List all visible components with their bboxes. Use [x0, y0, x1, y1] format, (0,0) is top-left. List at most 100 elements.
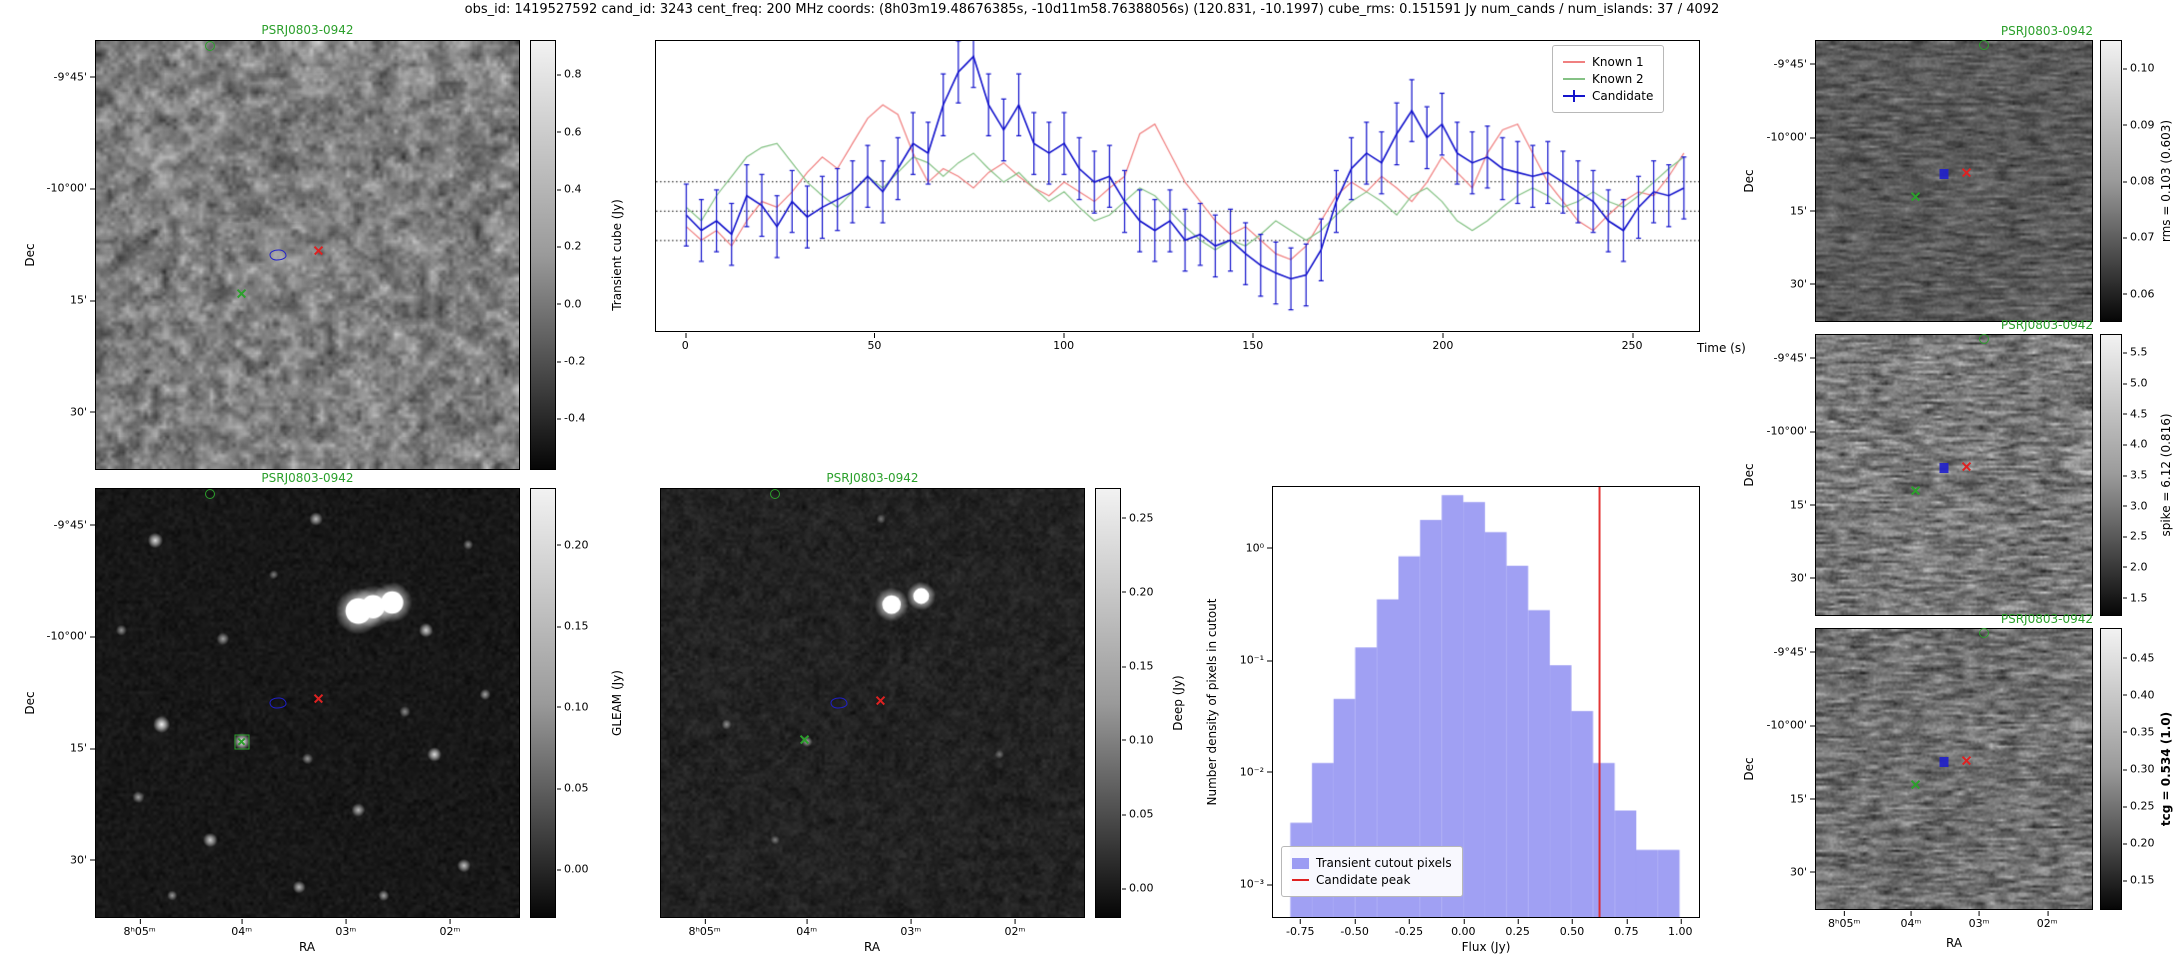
tick-label: 30'	[1789, 865, 1816, 879]
tcg-colorbar	[2100, 628, 2122, 910]
tick-label: 15'	[1789, 204, 1816, 218]
deep-colorbar-label: Deep (Jy)	[1171, 675, 1185, 731]
tick-label: 0.00	[1122, 881, 1154, 895]
transient-cube-image	[95, 40, 520, 470]
tick-label: 03ᵐ	[900, 919, 922, 938]
candidate-peak-swatch	[1292, 879, 1309, 881]
known2-line-swatch	[1563, 78, 1585, 80]
tick-label: -9°45'	[53, 518, 95, 532]
spike-panel-title: PSRJ0803-0942	[2000, 318, 2093, 332]
tick-label: -10°00'	[1766, 130, 1815, 144]
tick-label: 03ᵐ	[335, 919, 357, 938]
ra-axis-label: RA	[298, 940, 316, 954]
tick-label: -0.75	[1286, 919, 1315, 938]
candidate-contour-marker	[269, 697, 287, 709]
legend-label: Transient cutout pixels	[1316, 856, 1452, 870]
known-source-cross-marker	[799, 734, 810, 745]
tick-label: 30'	[69, 405, 96, 419]
tick-label: 30'	[69, 853, 96, 867]
tick-label: 0.35	[2123, 725, 2155, 739]
ra-axis-label: RA	[1945, 936, 1963, 950]
candidate-cross-marker	[313, 693, 324, 704]
tick-label: 0.75	[1614, 919, 1639, 938]
tick-label: 30'	[1789, 571, 1816, 585]
figure-title: obs_id: 1419527592 cand_id: 3243 cent_fr…	[464, 2, 1720, 17]
tick-label: -10°00'	[1766, 718, 1815, 732]
tick-label: 0.10	[2123, 61, 2155, 75]
tick-label: -9°45'	[1773, 57, 1815, 71]
candidate-cross-marker	[313, 245, 324, 256]
tick-label: 0.10	[557, 700, 589, 714]
transient-colorbar-label: Transient cube (Jy)	[610, 199, 624, 311]
rms-colorbar-ticks: 0.10 0.09 0.08 0.07 0.06	[2122, 40, 2170, 322]
candidate-arrow-marker	[1939, 757, 1949, 767]
tick-label: 0.25	[1122, 511, 1154, 525]
known-source-circle-marker	[205, 41, 216, 52]
time-axis-label: Time (s)	[1697, 341, 1746, 355]
tick-label: 8ʰ05ᵐ	[688, 919, 721, 938]
tick-label: 10⁻³	[1239, 877, 1273, 891]
rms-colorbar	[2100, 40, 2122, 322]
tick-label: 0.20	[1122, 585, 1154, 599]
tick-label: -0.4	[556, 411, 586, 425]
tick-label: 03ᵐ	[1968, 911, 1990, 930]
legend-entry-cutout-pixels: Transient cutout pixels	[1292, 856, 1452, 870]
gleam-dec-ticks: -9°45' -10°00' 15' 30'	[15, 488, 96, 918]
flux-axis-label: Flux (Jy)	[1461, 940, 1511, 954]
tcg-image	[1815, 628, 2093, 910]
tick-label: -10°00'	[46, 629, 95, 643]
tick-label: 3.0	[2123, 499, 2148, 513]
cutout-pixels-swatch	[1292, 857, 1309, 869]
tick-label: 0.08	[2123, 174, 2155, 188]
tick-label: 8ʰ05ᵐ	[123, 919, 156, 938]
deep-panel-title: PSRJ0803-0942	[826, 471, 919, 485]
tick-label: 0.8	[557, 67, 582, 81]
known-source-boxed-cross-marker	[234, 734, 250, 750]
tick-label: 15'	[69, 741, 96, 755]
tick-label: 0.20	[557, 538, 589, 552]
legend-entry-known2: Known 2	[1563, 72, 1653, 86]
candidate-contour-marker	[830, 697, 848, 709]
tick-label: 10⁻¹	[1239, 653, 1273, 667]
legend-label: Candidate peak	[1316, 873, 1411, 887]
deep-markers	[661, 489, 1084, 917]
candidate-cross-marker	[1961, 461, 1972, 472]
legend-entry-candidate-peak: Candidate peak	[1292, 873, 1452, 887]
spike-markers	[1816, 334, 2092, 615]
tick-label: 0.06	[2123, 287, 2155, 301]
tick-label: 0.4	[557, 182, 582, 196]
tick-label: 3.5	[2123, 468, 2148, 482]
spike-noise-image	[1816, 335, 2092, 615]
tick-label: 0.20	[2123, 836, 2155, 850]
tick-label: 1.5	[2123, 591, 2148, 605]
known-source-cross-marker	[1910, 191, 1921, 202]
tcg-ra-ticks: 8ʰ05ᵐ 04ᵐ 03ᵐ 02ᵐ	[1815, 910, 2093, 936]
gleam-ra-ticks: 8ʰ05ᵐ 04ᵐ 03ᵐ 02ᵐ	[95, 918, 520, 944]
tick-label: 0.15	[1122, 659, 1154, 673]
tick-label: 0.25	[2123, 799, 2155, 813]
tick-label: 0.15	[557, 619, 589, 633]
tick-label: 0.05	[557, 781, 589, 795]
tick-label: -0.2	[556, 354, 586, 368]
deep-noise-image	[661, 489, 1084, 917]
candidate-contour-marker	[269, 249, 287, 261]
candidate-cross-marker	[1961, 167, 1972, 178]
tick-label: 100	[1053, 333, 1075, 352]
tick-label: 04ᵐ	[231, 919, 253, 938]
gleam-image	[95, 488, 520, 918]
gleam-noise-image	[96, 489, 519, 917]
tick-label: 0.10	[1122, 733, 1154, 747]
tick-label: 04ᵐ	[796, 919, 818, 938]
histogram-x-ticks: -0.75 -0.50 -0.25 0.00 0.25 0.50 0.75 1.00	[1272, 918, 1700, 944]
lightcurve-plot	[655, 40, 1700, 332]
known-source-circle-marker	[1979, 628, 1990, 639]
legend-entry-candidate: Candidate	[1563, 89, 1653, 103]
tick-label: 1.00	[1668, 919, 1693, 938]
candidate-errorbar-swatch	[1563, 90, 1585, 102]
tick-label: 02ᵐ	[439, 919, 461, 938]
tick-label: 0.2	[557, 239, 582, 253]
tick-label: 4.5	[2123, 407, 2148, 421]
candidate-arrow-marker	[1939, 463, 1949, 473]
known-source-cross-marker	[1910, 779, 1921, 790]
